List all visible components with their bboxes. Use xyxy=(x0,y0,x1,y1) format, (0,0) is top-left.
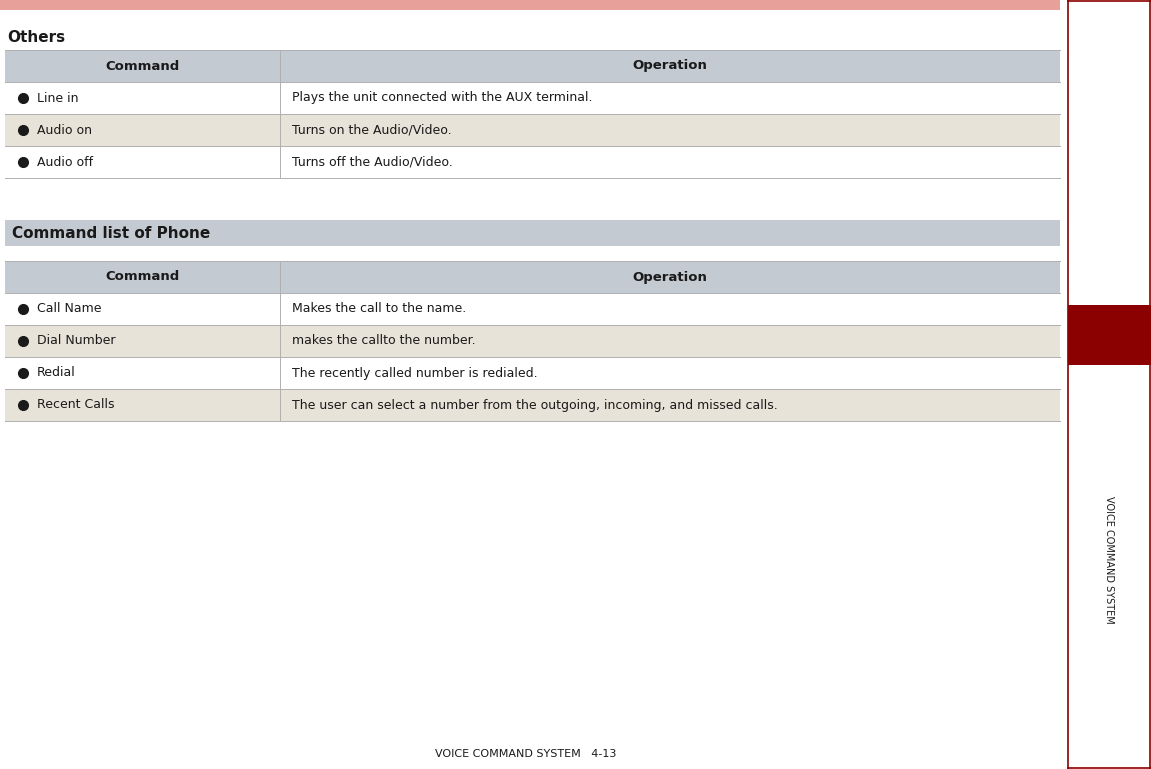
Text: Audio off: Audio off xyxy=(37,155,93,168)
Text: Audio on: Audio on xyxy=(37,124,92,137)
Text: Turns off the Audio/Video.: Turns off the Audio/Video. xyxy=(292,155,452,168)
Bar xyxy=(5,50,1060,82)
Bar xyxy=(5,82,1060,114)
Bar xyxy=(1068,305,1151,365)
Text: Operation: Operation xyxy=(633,271,708,284)
Text: Recent Calls: Recent Calls xyxy=(37,398,114,411)
Text: Makes the call to the name.: Makes the call to the name. xyxy=(292,302,466,315)
Text: Others: Others xyxy=(7,31,66,45)
Text: Turns on the Audio/Video.: Turns on the Audio/Video. xyxy=(292,124,451,137)
Text: Command: Command xyxy=(106,59,180,72)
Text: VOICE COMMAND SYSTEM: VOICE COMMAND SYSTEM xyxy=(1105,496,1114,624)
Bar xyxy=(0,0,1060,10)
Bar xyxy=(5,389,1060,421)
Bar xyxy=(5,114,1060,146)
Text: VOICE COMMAND SYSTEM   4-13: VOICE COMMAND SYSTEM 4-13 xyxy=(435,749,616,759)
Bar xyxy=(5,357,1060,389)
Bar xyxy=(5,146,1060,178)
Text: Dial Number: Dial Number xyxy=(37,335,115,348)
Text: Line in: Line in xyxy=(37,92,78,105)
Text: The user can select a number from the outgoing, incoming, and missed calls.: The user can select a number from the ou… xyxy=(292,398,778,411)
Bar xyxy=(5,261,1060,293)
Text: Command list of Phone: Command list of Phone xyxy=(12,225,211,241)
Text: Operation: Operation xyxy=(633,59,708,72)
Text: Redial: Redial xyxy=(37,367,76,379)
Bar xyxy=(5,220,1060,246)
Bar xyxy=(5,325,1060,357)
Text: The recently called number is redialed.: The recently called number is redialed. xyxy=(292,367,538,379)
Text: makes the callto the number.: makes the callto the number. xyxy=(292,335,475,348)
Text: Call Name: Call Name xyxy=(37,302,101,315)
Text: Plays the unit connected with the AUX terminal.: Plays the unit connected with the AUX te… xyxy=(292,92,593,105)
Bar xyxy=(5,293,1060,325)
Text: Command: Command xyxy=(106,271,180,284)
